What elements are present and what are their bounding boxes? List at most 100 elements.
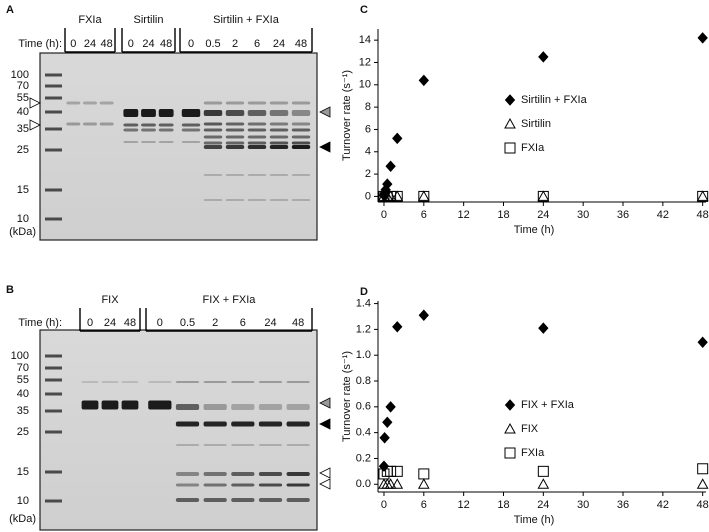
gel-band — [158, 128, 174, 132]
marker-label: 70 — [17, 80, 29, 92]
gel-band — [286, 444, 310, 446]
gel-band — [225, 199, 245, 201]
marker-label: 70 — [17, 362, 29, 374]
gel-band — [269, 128, 289, 132]
gel-band — [291, 174, 311, 176]
gel-band — [247, 135, 267, 139]
gel-band — [203, 199, 223, 201]
gel-band — [66, 101, 81, 105]
gel-band — [269, 122, 289, 126]
point — [378, 468, 390, 480]
gel-band — [181, 128, 201, 132]
gel-band — [148, 381, 172, 383]
gel-band — [291, 145, 311, 149]
gel-band — [247, 174, 267, 176]
ladder-band — [45, 499, 62, 503]
gel-band — [81, 381, 99, 383]
ladder-band — [45, 217, 62, 221]
point — [696, 478, 709, 489]
marker-label: 10 — [17, 213, 29, 225]
gel-band — [247, 128, 267, 132]
lane-label: 0 — [87, 317, 93, 329]
point — [537, 465, 549, 477]
point — [392, 321, 403, 333]
legend-marker — [504, 422, 516, 434]
gel — [39, 329, 318, 531]
gel-band — [158, 109, 174, 117]
x-axis-label: Time (h) — [514, 224, 555, 236]
legend-label: FXIa — [521, 447, 545, 459]
gel-band — [225, 141, 245, 145]
gel-band — [258, 404, 283, 410]
group-label: Sirtilin + FXIa — [213, 14, 280, 26]
marker-label: 40 — [17, 388, 29, 400]
gel-band — [99, 101, 114, 105]
ladder-band — [45, 378, 62, 382]
y-tick-label: 14 — [359, 34, 371, 46]
group-label: Sirtilin — [134, 14, 164, 26]
gel-band — [231, 498, 255, 502]
point — [384, 190, 397, 201]
gel-band — [175, 444, 200, 446]
y-axis-label: Turnover rate (s⁻¹) — [341, 351, 353, 442]
lane-label: 48 — [160, 38, 172, 50]
gel-band — [231, 404, 255, 410]
marker-label: 55 — [17, 374, 29, 386]
legend-label: Sirtilin — [521, 118, 551, 130]
time-label: Time (h): — [18, 38, 62, 50]
lane-label: 6 — [240, 317, 246, 329]
marker-label: 100 — [11, 350, 29, 362]
point — [537, 190, 550, 201]
time-label: Time (h): — [18, 317, 62, 329]
y-tick-label: 0.2 — [356, 452, 371, 464]
gel-band — [175, 483, 200, 487]
point — [418, 74, 429, 87]
group-bracket — [121, 28, 176, 53]
gel-band — [258, 498, 283, 502]
lane-label: 48 — [295, 38, 307, 50]
y-tick-label: 6 — [365, 123, 371, 135]
point — [379, 432, 390, 444]
lane-label: 0 — [70, 38, 76, 50]
point — [417, 478, 430, 489]
point — [697, 336, 708, 349]
x-tick-label: 48 — [697, 209, 709, 221]
ladder-band — [45, 409, 62, 413]
marker-unit: (kDa) — [9, 513, 36, 525]
gel-band — [247, 145, 267, 149]
y-tick-label: 8 — [365, 101, 371, 113]
point — [417, 190, 430, 201]
band-indicator — [29, 97, 41, 109]
lane-label: 2 — [212, 317, 218, 329]
ladder-band — [45, 148, 62, 152]
lane-label: 24 — [84, 38, 96, 50]
gel-band — [225, 145, 245, 149]
y-tick-label: 0.8 — [356, 375, 371, 387]
gel-band — [123, 123, 139, 127]
gel-band — [231, 483, 255, 487]
lane-label: 6 — [254, 38, 260, 50]
x-tick-label: 48 — [697, 499, 709, 511]
gel-band — [148, 400, 172, 410]
point — [378, 190, 390, 202]
gel-band — [203, 483, 227, 487]
x-tick-label: 12 — [458, 209, 470, 221]
x-tick-label: 6 — [421, 209, 427, 221]
lane-label: 48 — [292, 317, 304, 329]
lane-label: 0 — [157, 317, 163, 329]
band-indicator — [319, 106, 331, 118]
gel-band — [269, 135, 289, 139]
marker-label: 15 — [17, 466, 29, 478]
x-tick-label: 30 — [577, 209, 589, 221]
gel-band — [203, 128, 223, 132]
marker-label: 35 — [17, 405, 29, 417]
y-tick-label: 4 — [365, 146, 371, 158]
gel-band — [203, 145, 223, 149]
marker-label: 40 — [17, 106, 29, 118]
group-bracket — [79, 308, 141, 332]
point — [385, 401, 396, 413]
gel-band — [225, 110, 245, 116]
y-tick-label: 2 — [365, 168, 371, 180]
y-axis-label: Turnover rate (s⁻¹) — [341, 70, 353, 161]
